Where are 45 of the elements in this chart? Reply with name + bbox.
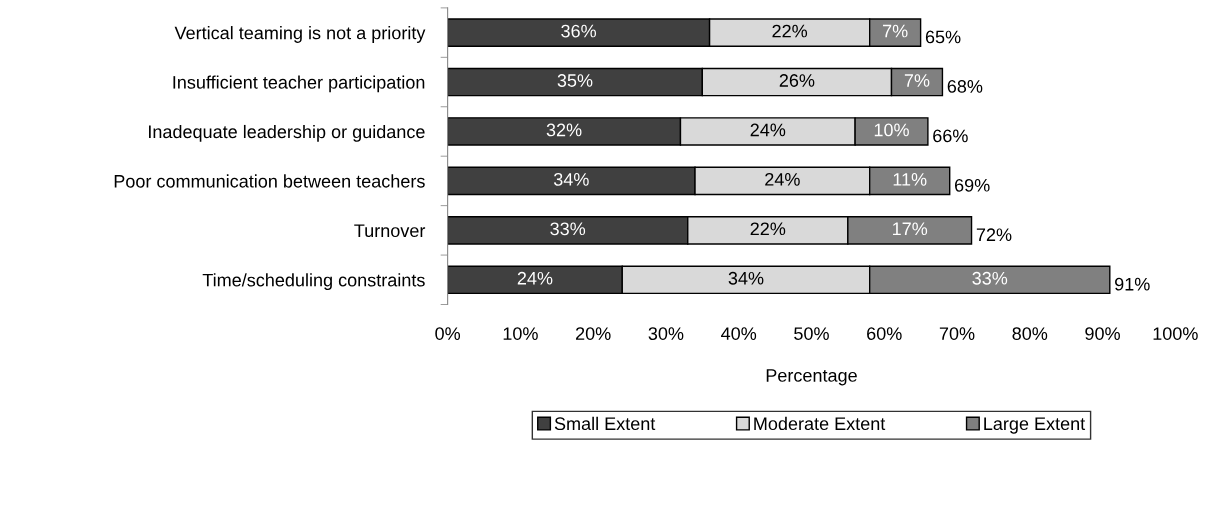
y-tick-label: Time/scheduling constraints (202, 273, 425, 291)
data-label: 33% (550, 222, 586, 236)
data-label: 24% (517, 271, 553, 285)
x-tick-label: 90% (1085, 327, 1120, 340)
data-label: 34% (728, 271, 764, 285)
x-tick-label: 0% (435, 327, 461, 340)
total-label: 91% (1115, 277, 1150, 291)
total-label: 66% (933, 129, 968, 143)
data-label: 7% (883, 24, 908, 38)
data-label: 22% (750, 222, 786, 236)
y-tick-label: Turnover (354, 224, 426, 238)
legend-label: Small Extent (554, 416, 656, 431)
y-tick-label: Insufficient teacher participation (173, 75, 425, 93)
x-tick-label: 50% (794, 327, 829, 340)
data-label: 34% (553, 172, 589, 186)
legend-label: Moderate Extent (754, 416, 886, 431)
data-label: 10% (874, 123, 909, 137)
x-tick-label: 20% (576, 327, 611, 340)
y-tick-label: Vertical teaming is not a priority (174, 26, 426, 43)
data-label: 26% (779, 74, 815, 87)
total-label: 68% (947, 80, 983, 93)
data-label: 33% (972, 271, 1008, 285)
x-tick-label: 100% (1153, 327, 1198, 340)
data-label: 22% (772, 24, 808, 38)
x-tick-label: 60% (867, 327, 902, 340)
total-label: 72% (976, 228, 1012, 242)
x-tick-label: 40% (721, 327, 757, 340)
y-tick-label: Poor communication between teachers (114, 174, 425, 188)
y-tick-label: Inadequate leadership or guidance (149, 124, 425, 142)
total-label: 65% (925, 30, 961, 44)
x-tick-label: 70% (939, 327, 975, 340)
data-label: 7% (904, 74, 930, 87)
data-label: 24% (750, 123, 786, 137)
data-label: 24% (765, 172, 800, 186)
legend-label: Large Extent (984, 417, 1086, 434)
data-label: 32% (546, 123, 582, 137)
x-tick-label: 80% (1012, 327, 1048, 340)
data-label: 36% (561, 24, 597, 38)
data-label: 35% (557, 74, 593, 87)
data-label: 17% (893, 222, 928, 236)
data-label: 11% (893, 173, 927, 186)
total-label: 69% (955, 178, 990, 192)
x-tick-label: 30% (648, 327, 684, 340)
x-axis-title: Percentage (766, 369, 857, 386)
x-tick-label: 10% (503, 327, 538, 340)
